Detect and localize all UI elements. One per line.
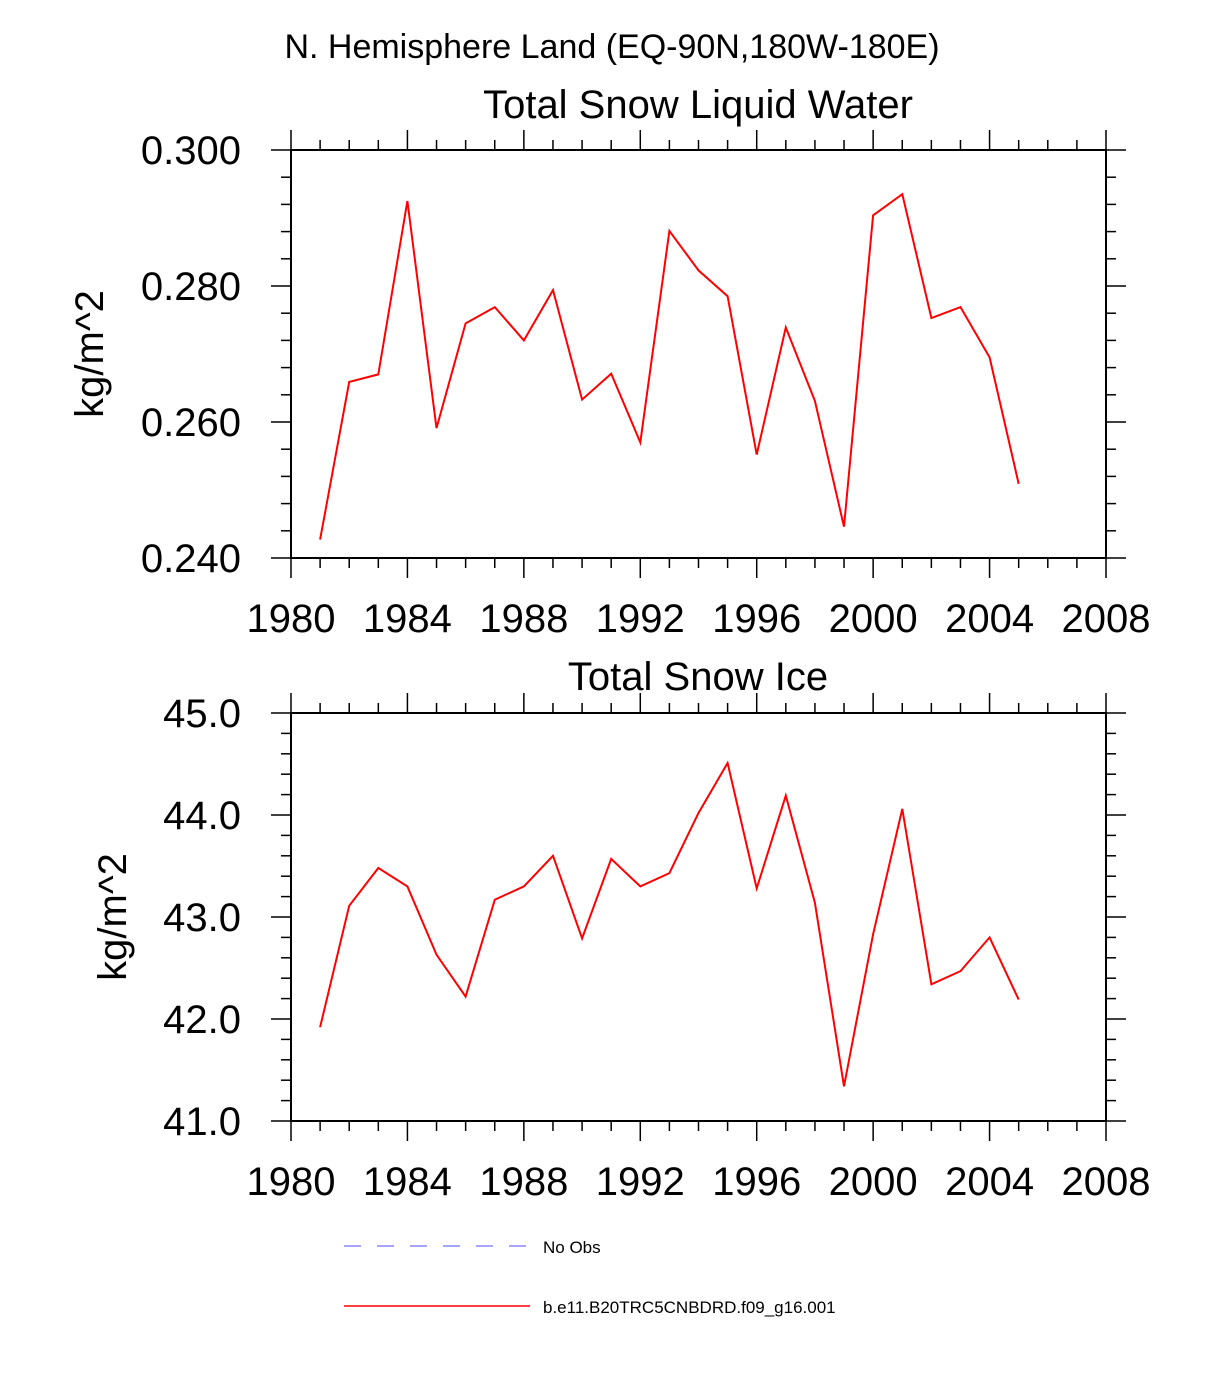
y-tick-label: 0.280 <box>141 265 241 309</box>
legend: No Obs b.e11.B20TRC5CNBDRD.f09_g16.001 <box>344 1238 836 1317</box>
chart-title: Total Snow Ice <box>568 655 828 699</box>
y-tick-label: 0.260 <box>141 401 241 445</box>
x-tick-label: 2000 <box>829 1160 918 1204</box>
legend-label-model: b.e11.B20TRC5CNBDRD.f09_g16.001 <box>543 1298 836 1317</box>
series-line <box>319 192 1020 540</box>
y-axis-label: kg/m^2 <box>91 853 135 981</box>
y-tick-label: 41.0 <box>163 1100 241 1144</box>
panel-snow-ice: Total Snow Ice kg/m^2 1980 1984 1988 1992 19… <box>91 655 1150 1204</box>
chart-title: Total Snow Liquid Water <box>483 83 913 127</box>
x-tick-label: 1988 <box>479 1160 568 1204</box>
plot-frame <box>290 149 1107 559</box>
y-tick-label: 44.0 <box>163 794 241 838</box>
y-axis-label: kg/m^2 <box>68 290 112 418</box>
x-tick-label: 2008 <box>1062 1160 1151 1204</box>
y-tick-label: 42.0 <box>163 998 241 1042</box>
plot-area: 1980 1984 1988 1992 1996 2000 2004 2008 41.0 42.0… <box>163 692 1150 1204</box>
plot-area: 1980 1984 1988 1992 1996 2000 2004 2008 0.240 0.2… <box>141 129 1151 641</box>
x-tick-label: 1992 <box>596 1160 685 1204</box>
x-tick-label: 1996 <box>712 597 801 641</box>
x-tick-label: 1980 <box>247 597 336 641</box>
x-tick-label: 2004 <box>945 597 1034 641</box>
y-tick-label: 45.0 <box>163 692 241 736</box>
legend-label-no-obs: No Obs <box>543 1238 601 1257</box>
x-tick-label: 2008 <box>1062 597 1151 641</box>
y-tick-label: 43.0 <box>163 896 241 940</box>
y-tick-label: 0.240 <box>141 537 241 581</box>
panel-snow-liquid-water: Total Snow Liquid Water kg/m^2 1980 1984 1… <box>68 83 1150 641</box>
x-tick-label: 1984 <box>363 1160 452 1204</box>
x-tick-label: 2004 <box>945 1160 1034 1204</box>
x-tick-label: 1984 <box>363 597 452 641</box>
x-tick-label: 2000 <box>829 597 918 641</box>
x-tick-label: 1988 <box>479 597 568 641</box>
plot-frame <box>290 712 1107 1122</box>
x-tick-label: 1980 <box>247 1160 336 1204</box>
series-line <box>319 760 1020 1087</box>
x-tick-label: 1992 <box>596 597 685 641</box>
x-tick-label: 1996 <box>712 1160 801 1204</box>
figure-supertitle: N. Hemisphere Land (EQ-90N,180W-180E) <box>284 28 939 66</box>
y-tick-label: 0.300 <box>141 129 241 173</box>
